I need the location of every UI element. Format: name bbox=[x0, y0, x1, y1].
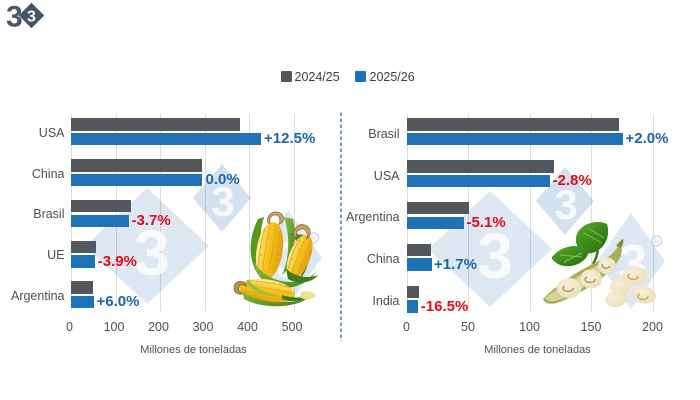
svg-text:3: 3 bbox=[6, 1, 23, 34]
svg-text:3: 3 bbox=[27, 9, 36, 26]
svg-text:3: 3 bbox=[134, 217, 170, 289]
svg-text:3: 3 bbox=[211, 178, 234, 225]
svg-text:R: R bbox=[311, 236, 316, 243]
